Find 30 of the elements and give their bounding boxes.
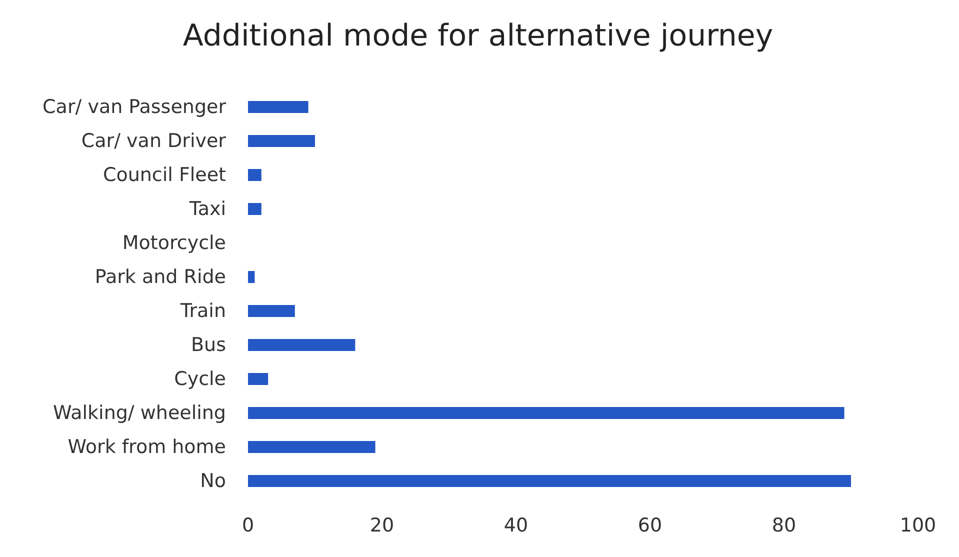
chart-title: Additional mode for alternative journey	[182, 18, 774, 54]
y-tick-label: Car/ van Driver	[81, 130, 226, 152]
bar	[248, 339, 356, 351]
y-tick-label: Work from home	[68, 436, 226, 458]
bar	[248, 407, 844, 419]
y-tick-label: Train	[179, 300, 226, 322]
x-tick-label: 40	[504, 514, 528, 536]
y-tick-label: Bus	[191, 334, 226, 356]
y-tick-label: Taxi	[188, 198, 226, 220]
y-tick-label: Park and Ride	[94, 266, 226, 288]
bar	[248, 271, 255, 283]
y-tick-label: No	[200, 470, 226, 492]
y-tick-label: Council Fleet	[102, 164, 226, 186]
bar	[248, 135, 315, 147]
bar	[248, 475, 851, 487]
y-tick-label: Cycle	[174, 368, 226, 390]
x-tick-label: 20	[370, 514, 394, 536]
y-tick-label: Motorcycle	[122, 232, 226, 254]
x-tick-label: 80	[772, 514, 796, 536]
y-tick-label: Walking/ wheeling	[53, 402, 226, 424]
x-tick-label: 60	[638, 514, 662, 536]
y-tick-label: Car/ van Passenger	[42, 96, 226, 118]
bar	[248, 203, 262, 215]
x-tick-label: 0	[242, 514, 254, 536]
bar	[248, 373, 268, 385]
x-tick-label: 100	[900, 514, 936, 536]
bar	[248, 101, 308, 113]
bar	[248, 305, 295, 317]
bar	[248, 169, 262, 181]
bar	[248, 441, 376, 453]
